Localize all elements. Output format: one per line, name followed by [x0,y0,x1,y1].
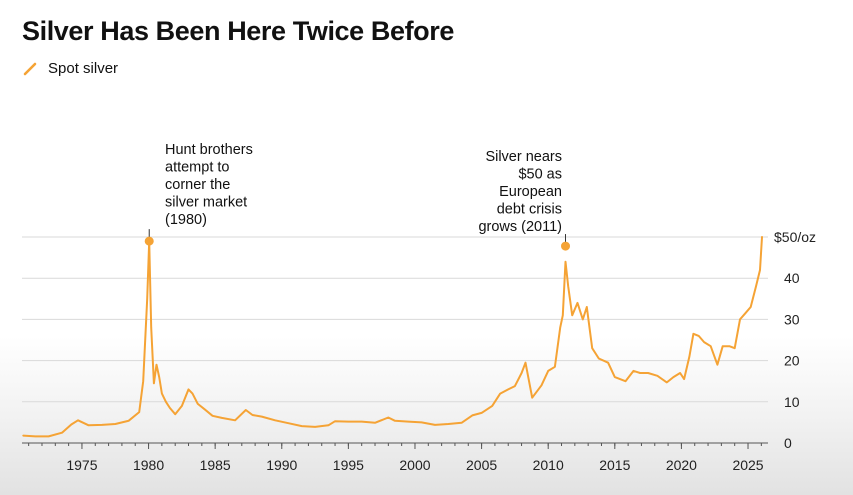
x-tick-label-1980: 1980 [133,457,164,473]
annotation-marker-1 [561,241,571,251]
x-tick-label-2010: 2010 [533,457,564,473]
annotation-1-line-1: $50 as [518,167,562,183]
annotation-1-line-3: debt crisis [497,202,562,218]
chart-title: Silver Has Been Here Twice Before [22,16,454,46]
y-tick-label-50: $50/oz [774,229,816,245]
y-tick-label-30: 30 [784,311,800,327]
annotation-1-line-4: grows (2011) [478,219,562,235]
y-tick-label-0: 0 [784,435,792,451]
x-tick-label-1995: 1995 [333,457,364,473]
x-axis: 1975 1980 1985 1990 1995 2000 2005 2010 2015 2020… [22,442,768,473]
annotation-0-line-0: Hunt brothers [165,142,253,158]
annotation-markers [144,236,571,251]
series-spot-silver [22,236,763,438]
x-tick-label-1975: 1975 [66,457,97,473]
x-tick-label-2005: 2005 [466,457,497,473]
annotation-0-line-2: corner the [165,177,230,193]
annotation-1-line-2: European [499,184,562,200]
annotation-0-line-3: silver market [165,195,247,211]
line-swatch-icon [23,62,37,75]
legend: Spot silver [22,60,118,77]
x-tick-label-1990: 1990 [266,457,297,473]
annotation-0-line-1: attempt to [165,160,229,176]
spot-silver-line [22,236,763,438]
y-tick-label-20: 20 [784,353,800,369]
y-tick-label-40: 40 [784,270,800,286]
y-tick-label-10: 10 [784,394,800,410]
annotation-1-line-0: Silver nears [485,149,562,165]
x-tick-label-2020: 2020 [666,457,697,473]
annotation-marker-0 [144,236,154,246]
legend-label: Spot silver [48,60,119,77]
x-tick-label-2025: 2025 [732,457,763,473]
y-axis-labels: 0 10 20 30 40 $50/oz [774,229,816,451]
x-tick-label-2000: 2000 [399,457,430,473]
x-tick-label-1985: 1985 [200,457,231,473]
x-tick-label-2015: 2015 [599,457,630,473]
annotation-0-line-4: (1980) [165,212,207,228]
gridlines [22,236,768,403]
